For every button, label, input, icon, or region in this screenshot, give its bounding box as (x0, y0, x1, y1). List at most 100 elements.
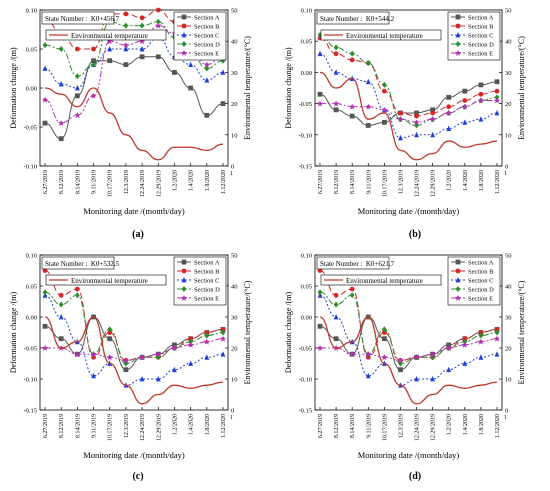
legend-label: Environmental temperature (346, 277, 423, 285)
x-tick-label: 10.17/2019 (382, 414, 388, 441)
legend-label: Section D (194, 287, 220, 294)
data-marker (123, 367, 129, 373)
data-marker (455, 50, 461, 56)
data-marker (478, 91, 484, 97)
x-axis-title: Monitoring date /(month/day) (358, 206, 460, 216)
series-line (44, 294, 224, 386)
data-marker (172, 342, 177, 348)
x-tick-label: 10.17/2019 (108, 170, 114, 197)
data-marker (414, 110, 419, 116)
data-marker (333, 51, 339, 57)
x-axis-title: Monitoring date /(month/day) (83, 206, 185, 216)
data-marker (381, 326, 387, 333)
data-marker (155, 376, 161, 382)
data-marker (455, 32, 461, 38)
y2-tick-label: 0 (231, 164, 234, 171)
data-marker (462, 88, 468, 94)
data-marker (220, 327, 226, 332)
x-tick-label: 12.29/2019 (431, 414, 437, 441)
y2-tick-label: 10 (231, 132, 238, 139)
data-marker (42, 42, 48, 49)
data-marker (139, 46, 145, 52)
data-marker (172, 366, 177, 373)
y-tick-label: -0.10 (23, 164, 37, 171)
y-tick-label: -0.05 (23, 125, 37, 132)
data-marker (455, 286, 461, 292)
series-section-c (42, 292, 226, 388)
data-marker (381, 336, 387, 342)
series-section-b (317, 35, 500, 119)
y2-axis-title: Environmental temperature/(°C) (517, 280, 526, 384)
data-marker (42, 96, 48, 103)
x-tick-label: 12.29/2019 (156, 170, 162, 197)
series-section-e (42, 335, 226, 364)
data-marker (317, 31, 323, 38)
data-marker (455, 259, 461, 265)
plot-frame (39, 254, 229, 411)
data-marker (317, 100, 323, 107)
y-tick-label: 0.05 (26, 47, 37, 54)
series-line (44, 25, 224, 124)
data-marker (58, 81, 64, 87)
data-marker (42, 345, 48, 351)
data-marker (74, 286, 80, 292)
data-marker (349, 103, 356, 110)
y-tick-label: -0.10 (298, 377, 312, 384)
y2-tick-label: 50 (231, 253, 238, 260)
y2-tick-label: 40 (231, 284, 238, 291)
x-tick-label: 8.12/2019 (59, 170, 65, 194)
x-tick-label: 6.27/2019 (43, 414, 49, 438)
x-tick-label: 8.14/2019 (350, 414, 356, 438)
y2-tick-label: 10 (505, 132, 512, 139)
data-marker (123, 62, 129, 67)
data-marker (107, 46, 113, 52)
y-tick-label: -0.05 (298, 101, 312, 108)
y-tick-label: 0.00 (301, 70, 312, 77)
station-box (316, 256, 390, 270)
chart-panel-b: -0.15 -0.10 -0.05 0.00 0.05 0.10 0 10 20 30 40 50 6.… (284, 8, 526, 241)
legend-label: Section D (194, 42, 220, 49)
legend-label: Section D (468, 287, 494, 294)
legend-label: Section B (468, 24, 494, 31)
data-marker (204, 332, 210, 339)
data-marker (58, 301, 64, 308)
x-tick-label: 1.8/2020 (205, 170, 211, 191)
legend-label: Section B (468, 269, 494, 276)
data-marker (462, 119, 468, 125)
data-marker (220, 101, 226, 106)
legend-label: Section E (468, 296, 493, 303)
data-marker (58, 336, 64, 342)
y-tick-label: 0.10 (301, 253, 312, 260)
data-marker (349, 292, 355, 299)
legend-label: Section A (468, 15, 494, 22)
data-marker (139, 15, 145, 21)
series-section-a (42, 54, 226, 142)
panel-label: (a) (132, 229, 144, 240)
data-marker (349, 57, 355, 63)
data-marker (155, 351, 162, 358)
data-marker (365, 351, 372, 358)
data-marker (494, 88, 500, 94)
data-marker (365, 60, 371, 67)
data-marker (398, 367, 403, 373)
data-marker (171, 345, 178, 351)
data-marker (181, 259, 187, 265)
x-tick-label: 12.3/2019 (124, 170, 130, 194)
data-marker (42, 289, 48, 296)
data-marker (381, 119, 387, 125)
station-text: State Number : K0+544.2 (320, 15, 395, 23)
y2-tick-label: 30 (505, 315, 512, 322)
series-line (44, 316, 224, 405)
data-marker (58, 292, 64, 298)
y-tick-label: -0.10 (298, 132, 312, 139)
series-section-c (317, 292, 500, 388)
data-marker (91, 372, 96, 379)
series-section-a (42, 314, 226, 373)
data-marker (91, 61, 96, 68)
y2-tick-label: 40 (231, 39, 238, 46)
series-line (44, 87, 224, 161)
y2-tick-label: 30 (231, 70, 238, 77)
data-marker (381, 106, 388, 113)
data-marker (478, 116, 484, 122)
